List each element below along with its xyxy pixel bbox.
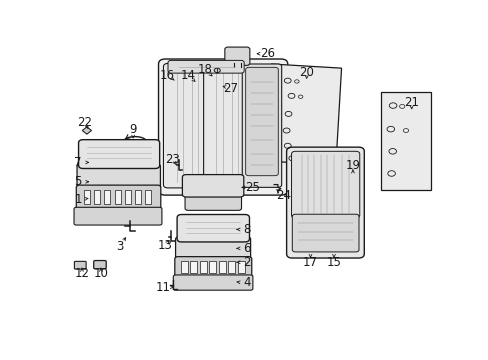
Bar: [124, 190, 131, 204]
Bar: [209, 261, 216, 273]
Text: 21: 21: [404, 96, 418, 109]
FancyBboxPatch shape: [76, 185, 161, 210]
Bar: [145, 190, 151, 204]
FancyBboxPatch shape: [175, 237, 250, 261]
Bar: [200, 261, 206, 273]
FancyBboxPatch shape: [163, 63, 209, 188]
Text: 9: 9: [129, 123, 137, 136]
FancyBboxPatch shape: [224, 47, 249, 66]
Text: 6: 6: [243, 242, 250, 255]
FancyBboxPatch shape: [74, 207, 162, 225]
FancyBboxPatch shape: [173, 275, 252, 290]
Text: 22: 22: [77, 116, 92, 129]
Text: 12: 12: [74, 267, 89, 280]
FancyBboxPatch shape: [94, 261, 106, 269]
Text: 20: 20: [299, 66, 313, 79]
FancyBboxPatch shape: [77, 164, 160, 189]
Text: 4: 4: [243, 276, 250, 289]
Text: 23: 23: [165, 153, 180, 166]
Text: 15: 15: [326, 256, 341, 269]
FancyBboxPatch shape: [286, 147, 364, 258]
Bar: [84, 190, 90, 204]
Bar: [94, 190, 100, 204]
Circle shape: [214, 68, 220, 73]
FancyBboxPatch shape: [184, 192, 241, 210]
FancyBboxPatch shape: [74, 261, 86, 269]
Bar: [135, 190, 141, 204]
Text: 25: 25: [244, 181, 260, 194]
Text: 18: 18: [197, 63, 212, 76]
Bar: [218, 261, 225, 273]
Text: 3: 3: [116, 240, 123, 253]
Text: 17: 17: [303, 256, 317, 269]
Text: 1: 1: [74, 193, 82, 206]
FancyBboxPatch shape: [158, 59, 287, 195]
FancyBboxPatch shape: [79, 140, 159, 168]
Text: 26: 26: [260, 47, 275, 60]
Text: 11: 11: [156, 281, 171, 294]
FancyBboxPatch shape: [177, 215, 249, 242]
FancyBboxPatch shape: [291, 151, 359, 218]
FancyBboxPatch shape: [182, 175, 244, 197]
Text: 27: 27: [223, 82, 238, 95]
Text: 2: 2: [243, 256, 250, 269]
FancyBboxPatch shape: [203, 63, 247, 188]
Bar: [190, 261, 197, 273]
Bar: [381, 92, 430, 190]
FancyBboxPatch shape: [245, 67, 278, 176]
Text: 24: 24: [276, 189, 291, 202]
Text: 19: 19: [345, 159, 360, 172]
Text: 5: 5: [74, 175, 81, 188]
Polygon shape: [265, 64, 341, 165]
Text: 14: 14: [180, 68, 195, 82]
Bar: [181, 261, 187, 273]
Text: 13: 13: [158, 239, 172, 252]
Text: 7: 7: [74, 156, 82, 169]
Bar: [228, 261, 235, 273]
FancyBboxPatch shape: [242, 64, 281, 187]
FancyBboxPatch shape: [168, 60, 244, 73]
FancyBboxPatch shape: [175, 257, 251, 278]
Text: 10: 10: [93, 267, 108, 280]
Bar: [237, 261, 244, 273]
Bar: [104, 190, 110, 204]
Text: 16: 16: [160, 68, 174, 82]
Polygon shape: [82, 127, 91, 134]
FancyBboxPatch shape: [292, 214, 358, 252]
Bar: [114, 190, 121, 204]
Text: 8: 8: [243, 223, 250, 236]
